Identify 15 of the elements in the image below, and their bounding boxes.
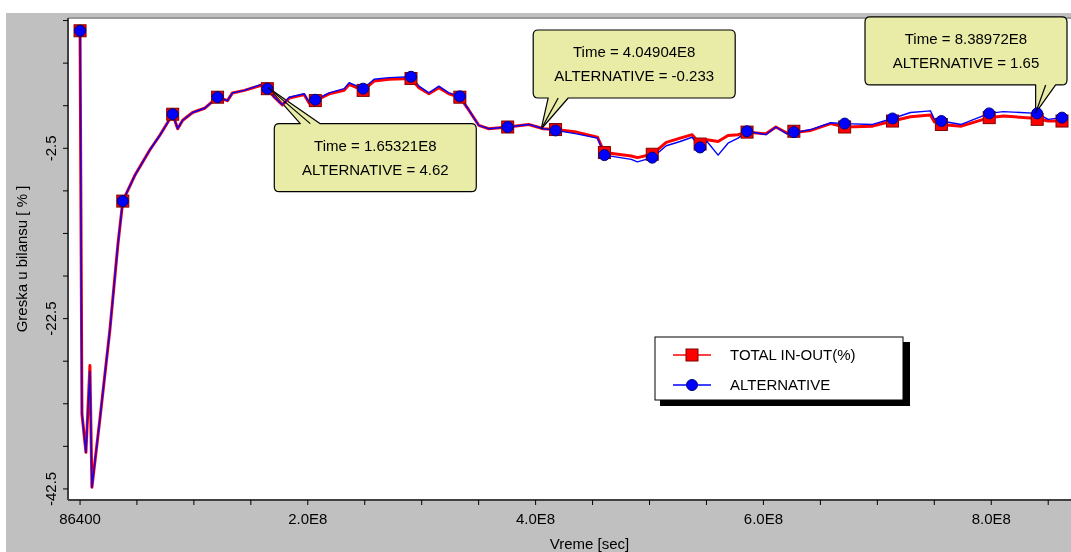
annotation: Time = 8.38972E8 ALTERNATIVE = 1.65	[892, 29, 1040, 71]
legend-label: TOTAL IN-OUT(%)	[730, 346, 856, 363]
x-tick-label: 4.0E8	[516, 510, 556, 527]
annotation: Time = 4.04904E8 ALTERNATIVE = -0.233	[554, 42, 715, 84]
y-tick-label: -2.5	[42, 135, 59, 162]
annotation: Time = 1.65321E8 ALTERNATIVE = 4.62	[301, 136, 449, 178]
y-tick-label: -22.5	[42, 301, 59, 336]
x-tick-label: 2.0E8	[288, 510, 328, 527]
y-axis-title: Greska u bilansu [ % ]	[13, 185, 30, 333]
legend-label: ALTERNATIVE	[730, 376, 831, 393]
x-tick-label: 86400	[59, 510, 101, 527]
x-tick-label: 6.0E8	[743, 510, 784, 527]
x-axis-title: Vreme [sec]	[549, 535, 630, 552]
y-tick-label: -42.5	[42, 471, 59, 507]
x-tick-label: 8.0E8	[971, 510, 1011, 527]
